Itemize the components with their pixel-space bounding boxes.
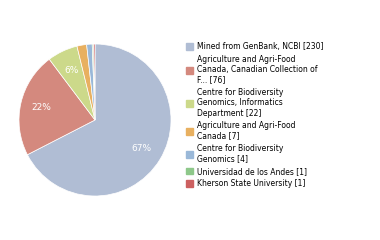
- Text: 22%: 22%: [32, 103, 52, 112]
- Wedge shape: [92, 44, 95, 120]
- Legend: Mined from GenBank, NCBI [230], Agriculture and Agri-Food
Canada, Canadian Colle: Mined from GenBank, NCBI [230], Agricult…: [184, 41, 325, 190]
- Text: 67%: 67%: [131, 144, 152, 153]
- Wedge shape: [77, 44, 95, 120]
- Wedge shape: [49, 46, 95, 120]
- Wedge shape: [87, 44, 95, 120]
- Wedge shape: [19, 59, 95, 155]
- Text: 6%: 6%: [64, 66, 79, 75]
- Wedge shape: [93, 44, 95, 120]
- Wedge shape: [27, 44, 171, 196]
